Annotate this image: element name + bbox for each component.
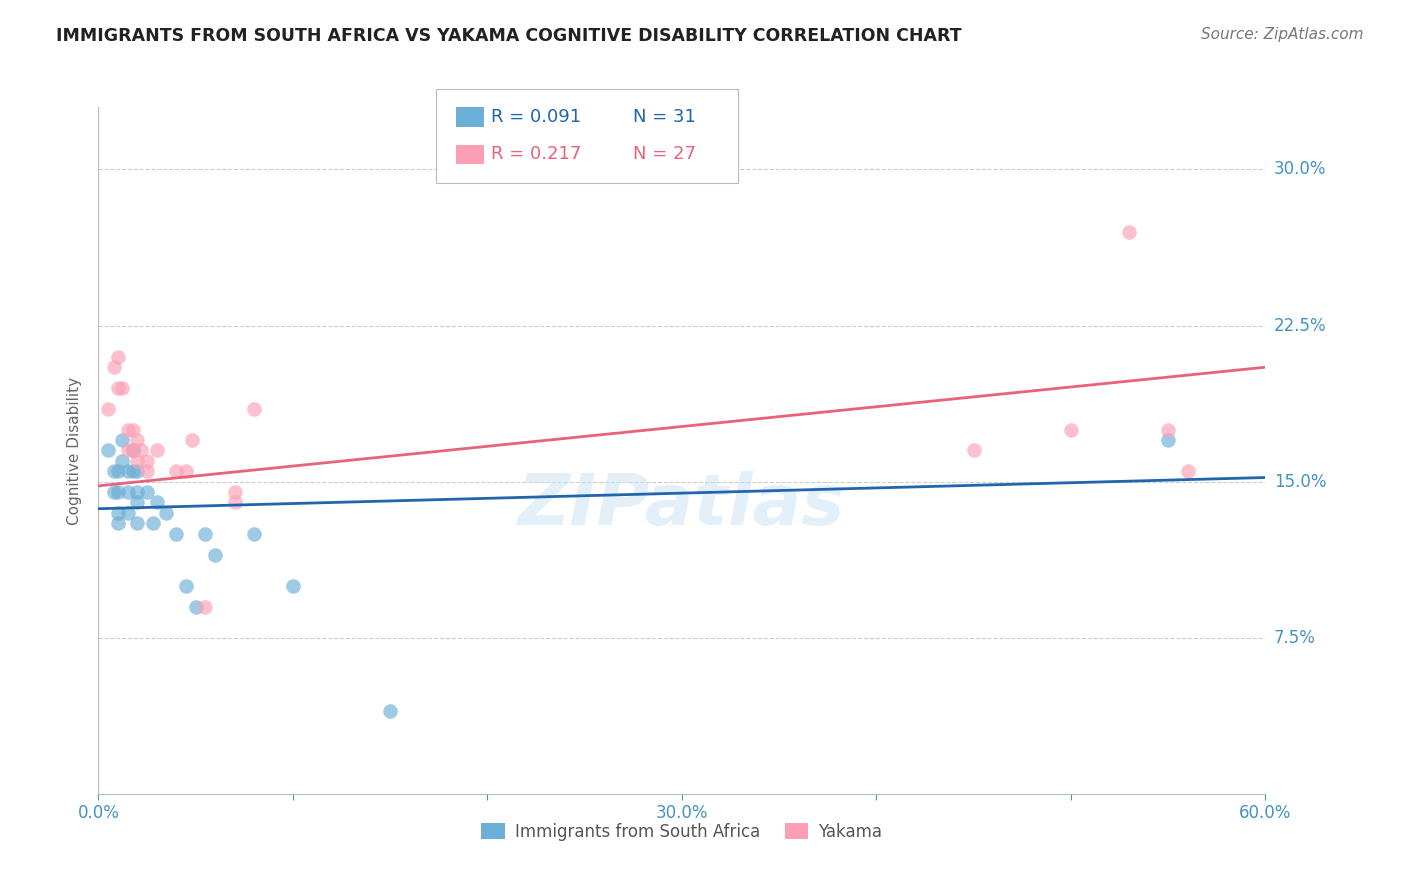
- Point: [122, 443, 145, 458]
- Point: [127, 433, 149, 447]
- Point: [117, 506, 139, 520]
- Point: [180, 433, 202, 447]
- Point: [1157, 423, 1180, 437]
- Point: [111, 433, 134, 447]
- Point: [224, 495, 246, 509]
- Point: [122, 443, 145, 458]
- Point: [107, 506, 129, 520]
- Point: [165, 464, 187, 478]
- Text: 22.5%: 22.5%: [1274, 317, 1326, 334]
- Point: [194, 599, 217, 614]
- Point: [103, 485, 125, 500]
- Point: [243, 526, 266, 541]
- Point: [127, 516, 149, 531]
- Point: [117, 423, 139, 437]
- Point: [165, 526, 187, 541]
- Point: [107, 485, 129, 500]
- Point: [224, 485, 246, 500]
- Point: [117, 485, 139, 500]
- Point: [111, 381, 134, 395]
- Text: N = 27: N = 27: [633, 145, 696, 163]
- Point: [142, 516, 165, 531]
- Point: [243, 401, 266, 416]
- Point: [122, 423, 145, 437]
- Point: [107, 464, 129, 478]
- Point: [136, 485, 159, 500]
- Point: [107, 516, 129, 531]
- Point: [117, 464, 139, 478]
- Point: [1177, 464, 1199, 478]
- Text: IMMIGRANTS FROM SOUTH AFRICA VS YAKAMA COGNITIVE DISABILITY CORRELATION CHART: IMMIGRANTS FROM SOUTH AFRICA VS YAKAMA C…: [56, 27, 962, 45]
- Point: [155, 506, 177, 520]
- Point: [184, 599, 207, 614]
- Point: [1157, 433, 1180, 447]
- Point: [97, 401, 120, 416]
- Text: 30.0%: 30.0%: [1274, 161, 1326, 178]
- Point: [1118, 225, 1140, 239]
- Text: N = 31: N = 31: [633, 108, 696, 126]
- Point: [281, 579, 304, 593]
- Point: [194, 526, 217, 541]
- Point: [146, 443, 169, 458]
- Point: [122, 464, 145, 478]
- Point: [174, 579, 197, 593]
- Text: Source: ZipAtlas.com: Source: ZipAtlas.com: [1201, 27, 1364, 42]
- Point: [962, 443, 984, 458]
- Point: [127, 454, 149, 468]
- Point: [127, 485, 149, 500]
- Point: [174, 464, 197, 478]
- Point: [103, 360, 125, 375]
- Point: [103, 464, 125, 478]
- Legend: Immigrants from South Africa, Yakama: Immigrants from South Africa, Yakama: [475, 816, 889, 847]
- Point: [107, 350, 129, 364]
- Point: [146, 495, 169, 509]
- Point: [117, 443, 139, 458]
- Point: [129, 443, 152, 458]
- Text: R = 0.091: R = 0.091: [491, 108, 581, 126]
- Point: [97, 443, 120, 458]
- Point: [111, 454, 134, 468]
- Point: [136, 454, 159, 468]
- Point: [1060, 423, 1083, 437]
- Text: 15.0%: 15.0%: [1274, 473, 1326, 491]
- Point: [204, 548, 226, 562]
- Point: [136, 464, 159, 478]
- Point: [107, 381, 129, 395]
- Point: [127, 495, 149, 509]
- Point: [380, 704, 402, 718]
- Text: 7.5%: 7.5%: [1274, 629, 1316, 647]
- Y-axis label: Cognitive Disability: Cognitive Disability: [67, 376, 83, 524]
- Text: ZIPatlas: ZIPatlas: [519, 471, 845, 540]
- Point: [127, 464, 149, 478]
- Text: R = 0.217: R = 0.217: [491, 145, 581, 163]
